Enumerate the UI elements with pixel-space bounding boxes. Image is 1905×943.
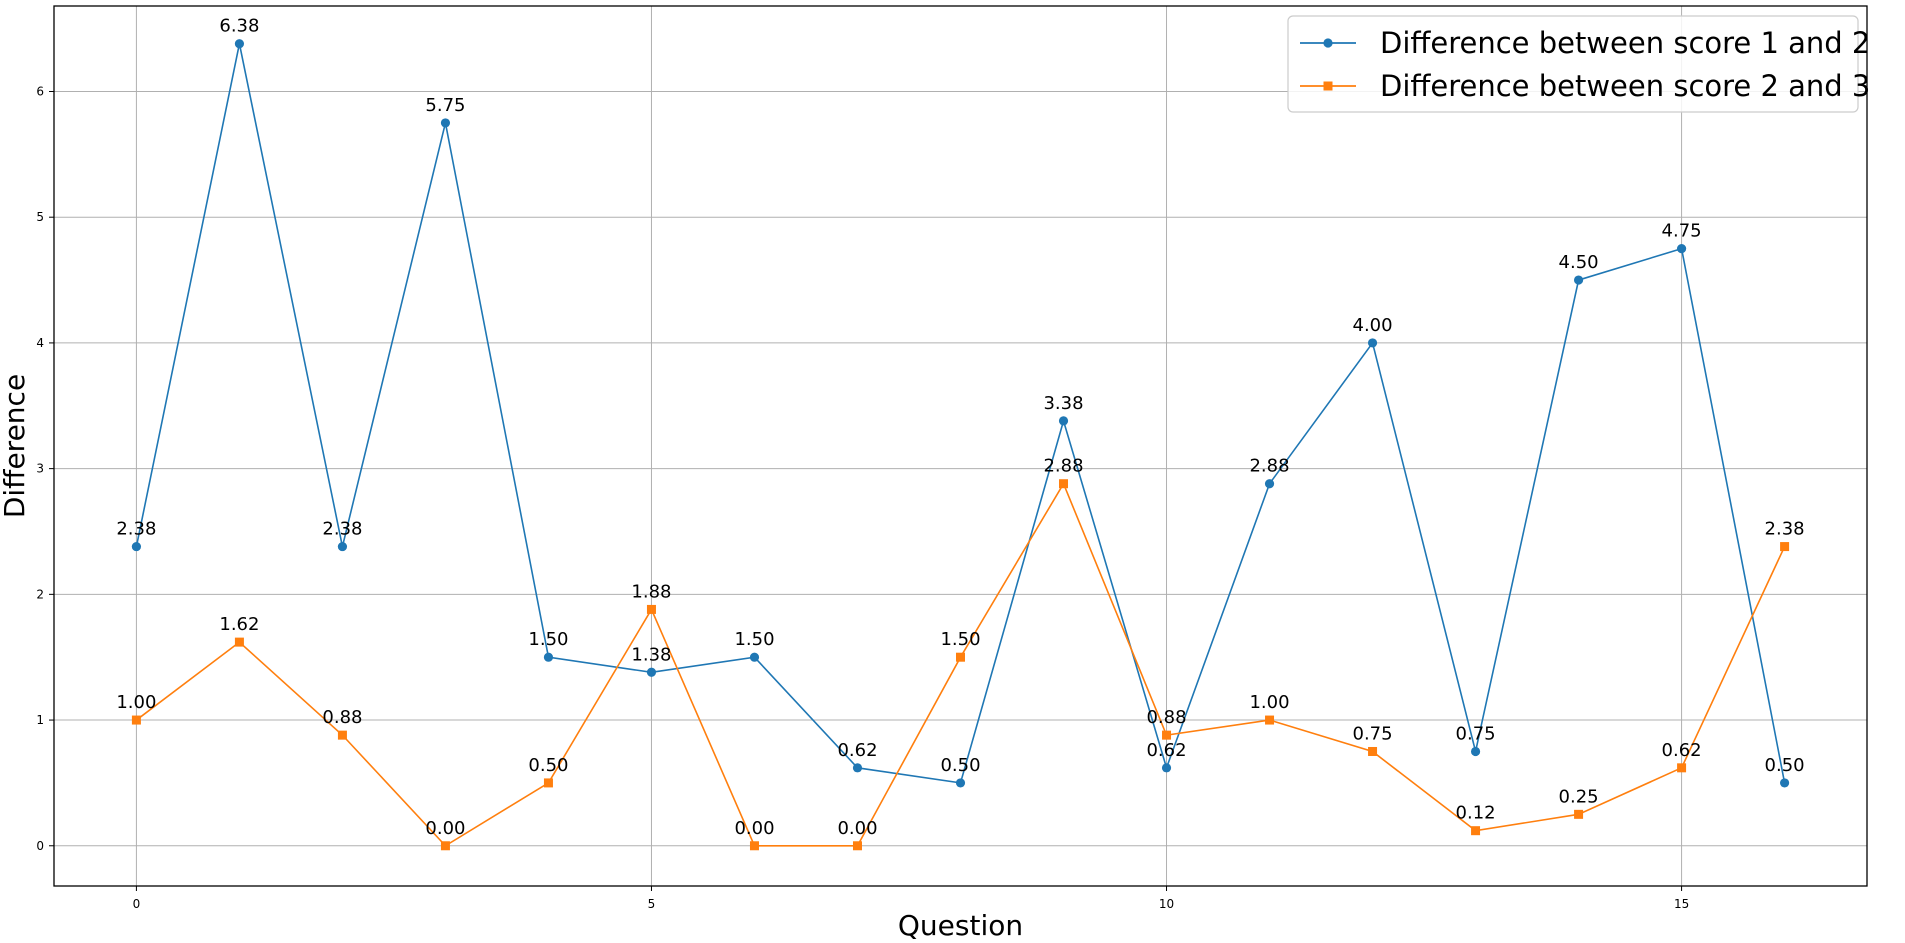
data-label-series-2: 2.38 — [1765, 519, 1805, 540]
data-point-series-1 — [1779, 778, 1790, 788]
data-label-series-2: 0.12 — [1456, 803, 1496, 824]
legend-entry-2: Difference between score 2 and 3 — [1380, 69, 1870, 103]
grid-lines — [54, 6, 1867, 886]
data-point-series-1 — [1470, 746, 1481, 757]
data-label-series-2: 0.88 — [1146, 707, 1186, 728]
data-label-series-1: 6.38 — [219, 16, 259, 37]
data-point-series-1 — [1058, 416, 1069, 426]
data-point-series-2 — [131, 715, 141, 725]
data-label-series-2: 0.88 — [322, 707, 362, 728]
data-label-series-2: 0.00 — [837, 818, 877, 839]
data-point-series-2 — [1471, 826, 1481, 836]
data-label-series-2: 0.62 — [1662, 740, 1702, 761]
data-label-series-1: 0.62 — [837, 740, 877, 761]
series-line-2 — [135, 481, 1786, 847]
data-point-series-2 — [1368, 746, 1378, 756]
data-point-series-2 — [337, 730, 347, 740]
data-label-series-1: 3.38 — [1043, 393, 1083, 414]
data-point-series-2 — [440, 841, 450, 851]
y-tick-label: 2 — [36, 587, 44, 601]
data-point-series-1 — [955, 778, 966, 788]
data-label-series-1: 1.50 — [528, 629, 568, 650]
data-label-series-2: 1.50 — [940, 629, 980, 650]
data-point-series-1 — [1676, 244, 1687, 254]
x-axis-label: Question — [898, 909, 1023, 942]
data-point-series-1 — [440, 118, 451, 128]
data-label-series-2: 0.00 — [425, 818, 465, 839]
data-label-series-1: 2.38 — [116, 519, 156, 540]
data-point-series-2 — [1265, 715, 1275, 725]
legend: Difference between score 1 and 2 Differen… — [1287, 15, 1870, 113]
y-tick-label: 1 — [36, 713, 44, 727]
y-tick-label: 0 — [36, 839, 44, 853]
data-label-series-1: 0.62 — [1146, 740, 1186, 761]
data-point-series-2 — [1780, 542, 1790, 552]
data-point-series-2 — [749, 841, 759, 851]
data-point-series-2 — [1162, 730, 1172, 740]
data-label-series-2: 1.00 — [116, 692, 156, 713]
data-point-series-2 — [234, 637, 244, 647]
data-label-series-1: 1.50 — [734, 629, 774, 650]
data-point-series-1 — [749, 652, 760, 662]
data-point-series-1 — [543, 652, 554, 662]
axis-ticks: 0 5 10 15 0 1 2 3 4 5 6 — [36, 84, 1689, 911]
data-point-series-1 — [1573, 275, 1584, 285]
series-line-1 — [135, 43, 1786, 784]
data-point-series-2 — [543, 778, 553, 788]
data-label-series-2: 1.62 — [219, 614, 259, 635]
data-point-series-2 — [646, 604, 656, 614]
data-label-series-2: 0.75 — [1353, 723, 1393, 744]
data-point-series-1 — [1264, 479, 1275, 489]
data-label-series-1: 0.50 — [1765, 755, 1805, 776]
data-label-series-1: 0.75 — [1456, 723, 1496, 744]
y-tick-label: 6 — [36, 84, 44, 98]
legend-marker-2 — [1323, 81, 1333, 91]
data-label-series-1: 4.00 — [1353, 315, 1393, 336]
x-tick-label: 0 — [133, 897, 141, 911]
data-point-series-2 — [1059, 479, 1069, 489]
y-tick-label: 4 — [36, 336, 44, 350]
data-point-series-1 — [131, 541, 142, 552]
legend-marker-1 — [1323, 38, 1333, 48]
data-label-series-2: 1.00 — [1249, 692, 1289, 713]
y-tick-label: 5 — [36, 210, 44, 224]
data-point-series-2 — [852, 841, 862, 851]
series-lines — [135, 43, 1786, 847]
y-axis-label: Difference — [0, 374, 31, 518]
data-label-series-2: 0.25 — [1559, 786, 1599, 807]
series-markers — [131, 39, 1790, 851]
data-label-series-2: 2.88 — [1043, 456, 1083, 477]
data-label-series-1: 2.88 — [1249, 456, 1289, 477]
data-label-series-1: 2.38 — [322, 519, 362, 540]
data-point-series-1 — [852, 763, 863, 773]
data-label-series-1: 5.75 — [425, 95, 465, 116]
x-tick-label: 15 — [1674, 897, 1689, 911]
data-point-series-1 — [646, 667, 657, 677]
data-label-series-2: 1.88 — [631, 581, 671, 602]
data-label-series-1: 1.38 — [631, 644, 671, 665]
data-label-series-2: 0.50 — [528, 755, 568, 776]
data-point-series-2 — [956, 652, 965, 662]
data-point-series-2 — [1574, 809, 1584, 819]
data-point-series-1 — [337, 541, 348, 552]
plot-frame — [53, 5, 1868, 887]
data-label-series-2: 0.00 — [734, 818, 774, 839]
y-tick-label: 3 — [36, 462, 44, 476]
data-label-series-1: 4.75 — [1662, 221, 1702, 242]
data-point-series-1 — [234, 39, 245, 49]
data-label-series-1: 0.50 — [940, 755, 980, 776]
data-point-series-1 — [1367, 338, 1378, 348]
data-labels: 2.38 6.38 2.38 5.75 1.50 1.38 1.50 0.62 0.50 3.38… — [116, 16, 1804, 839]
legend-entry-1: Difference between score 1 and 2 — [1380, 26, 1870, 60]
x-tick-label: 5 — [648, 897, 656, 911]
data-label-series-1: 4.50 — [1559, 252, 1599, 273]
data-point-series-2 — [1677, 763, 1687, 773]
legend-box — [1287, 15, 1859, 113]
x-tick-label: 10 — [1159, 897, 1174, 911]
data-point-series-1 — [1161, 763, 1172, 773]
